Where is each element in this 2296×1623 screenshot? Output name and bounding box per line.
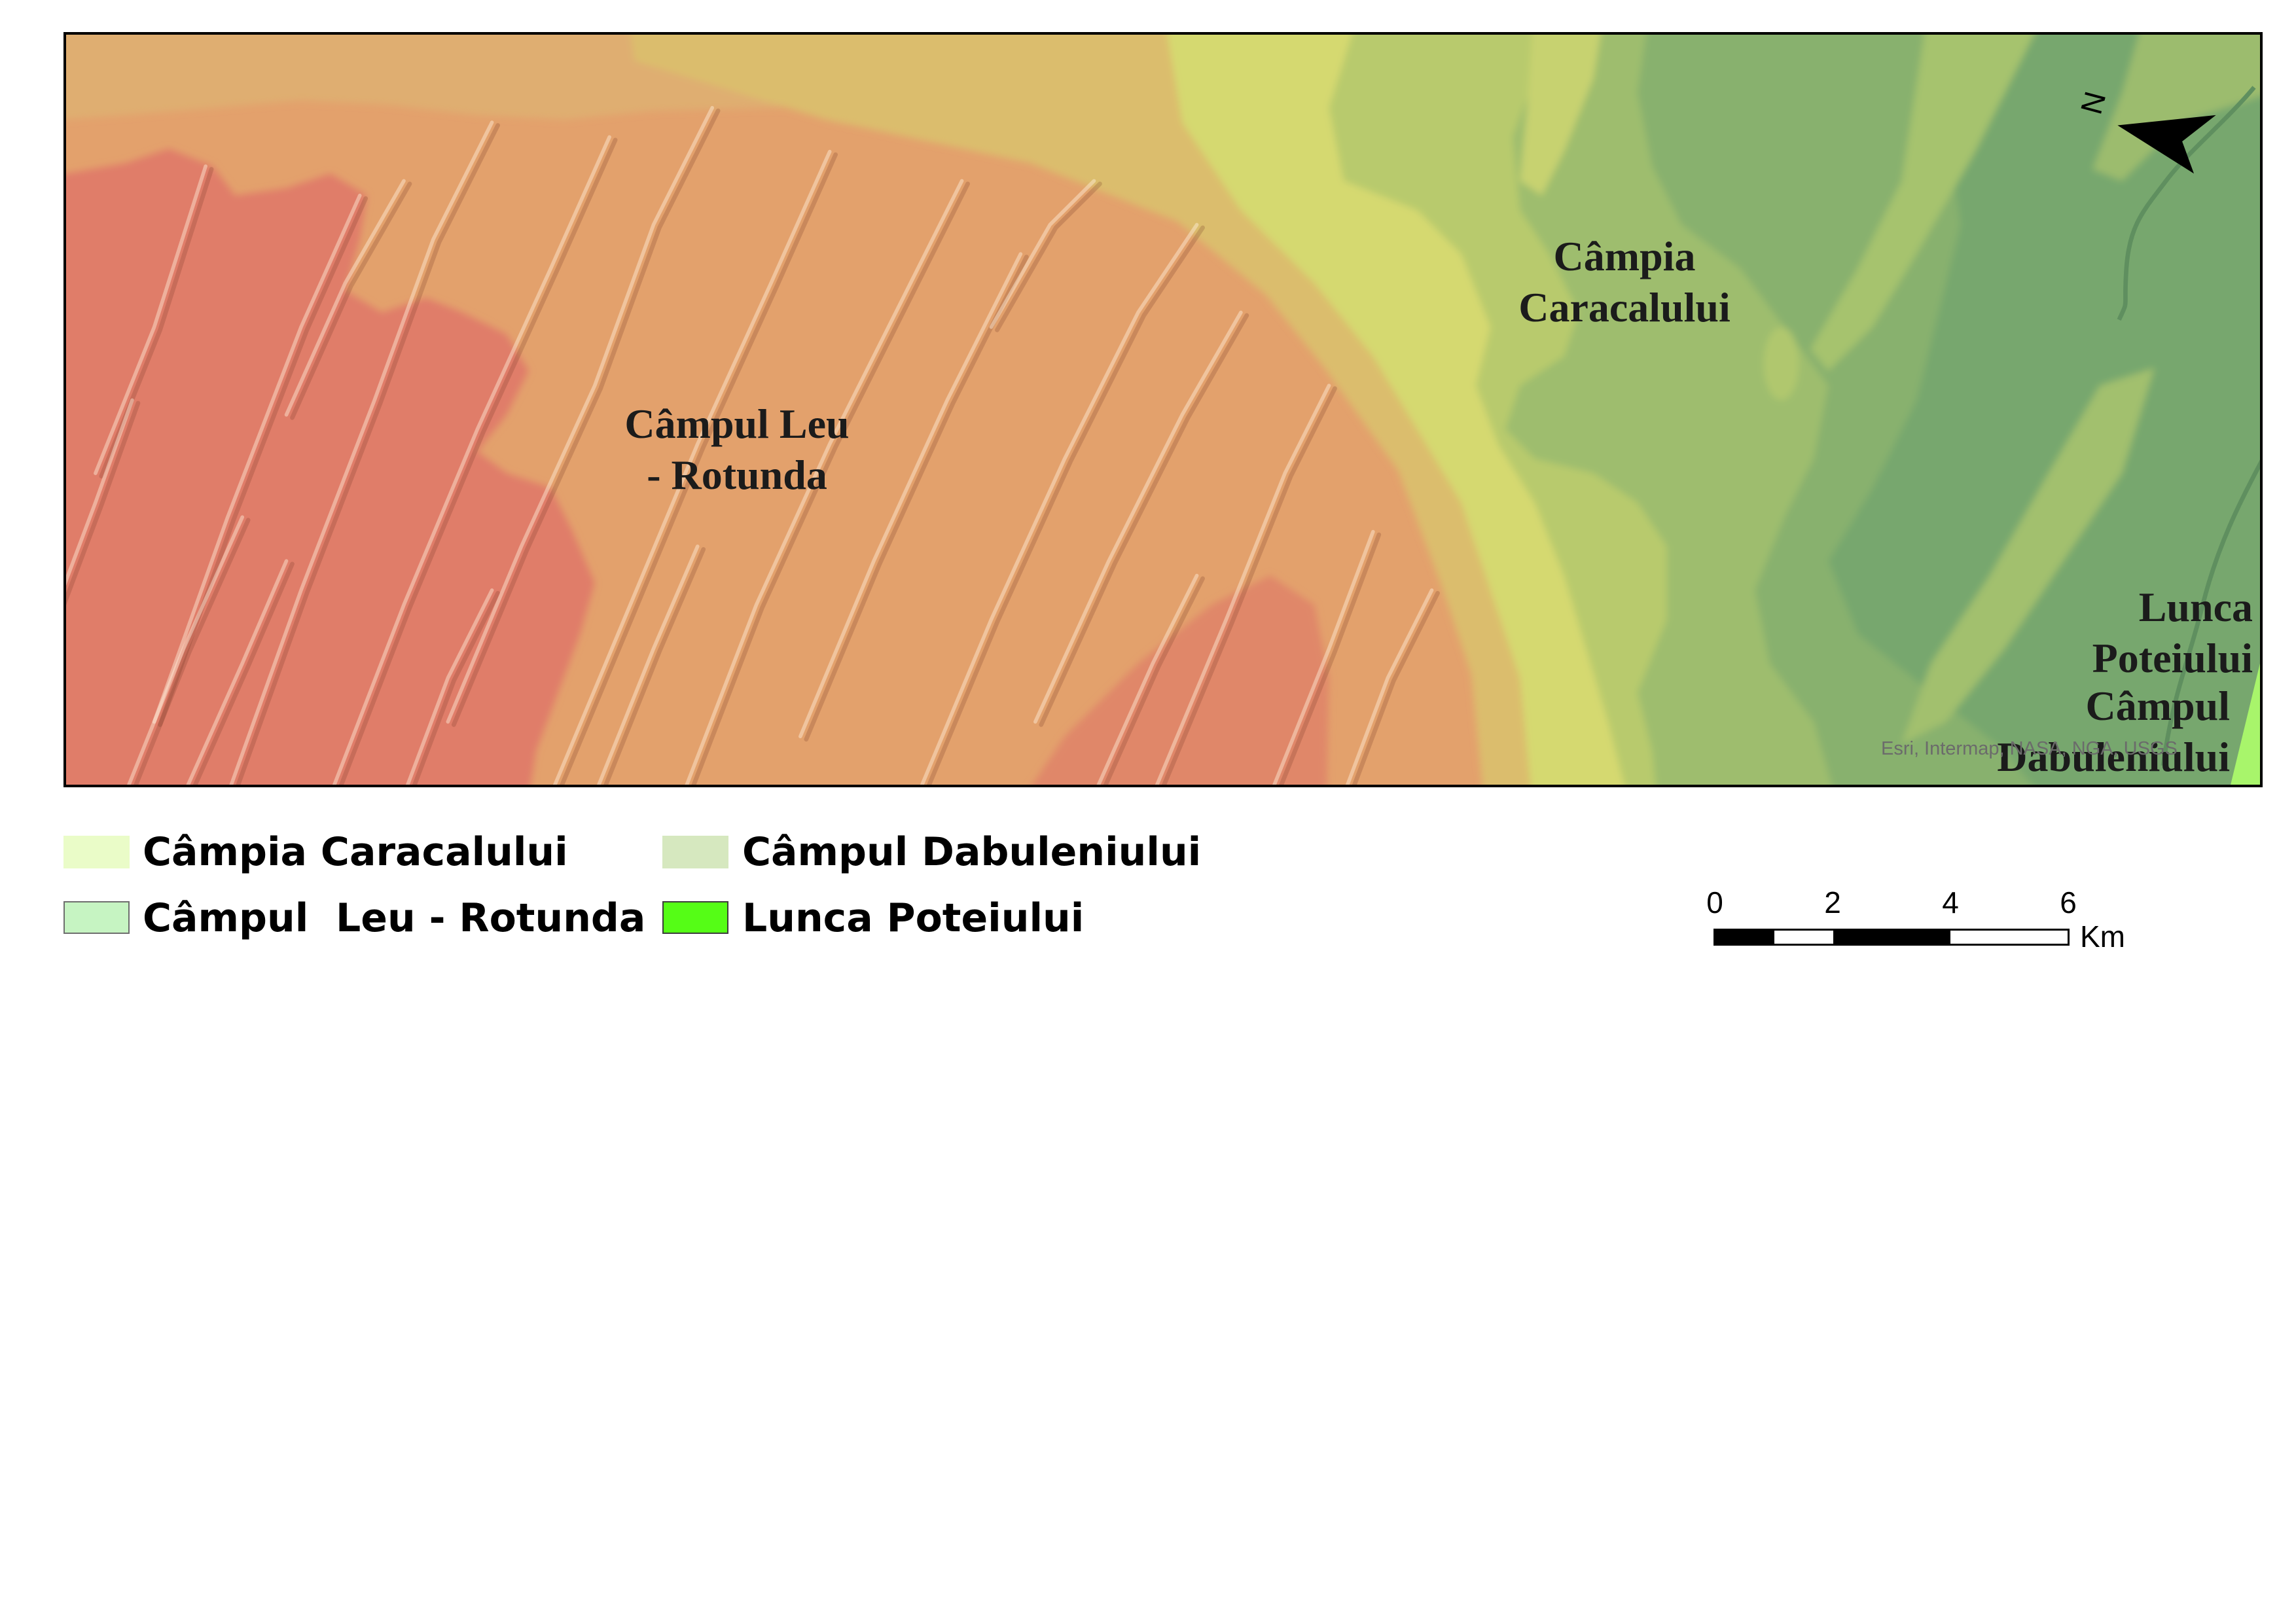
terrain-zones [66, 35, 2260, 785]
terrain-map [66, 35, 2260, 785]
river [2117, 86, 2256, 321]
legend-label-campul-leu-rotunda: Câmpul Leu - Rotunda [143, 895, 646, 941]
map-label-line: Lunca [2138, 584, 2253, 630]
terrain-stripe [1810, 35, 2034, 371]
map-label-line: Dabuleniului [1997, 734, 2230, 780]
map-label-line: - Rotunda [647, 452, 827, 498]
map-label-line: Câmpul Leu [624, 401, 850, 447]
legend-swatch-campia-caracalului [63, 836, 130, 868]
map-label-line: Câmpia [1553, 233, 1696, 279]
scale-bar [1713, 929, 2070, 946]
terrain-zone-dark-green [1828, 35, 2260, 785]
scale-bar-segment [1774, 931, 1833, 944]
map-frame: N Câmpia Caracalului Câmpul Leu - Rotund… [63, 32, 2263, 787]
scale-tick-label: 0 [1706, 885, 1723, 919]
scale-tick-label: 4 [1942, 885, 1959, 919]
map-label-campia-caracalului: Câmpia Caracalului [1428, 231, 1821, 333]
terrain-zone-red-central [1032, 575, 1329, 785]
river [2161, 459, 2260, 766]
map-label-line: Caracalului [1518, 284, 1731, 330]
terrain-zone-red-west [66, 149, 595, 785]
scale-bar-segment [1715, 931, 1774, 944]
legend-swatch-campul-dabuleniului [662, 836, 728, 868]
map-attribution: Esri, Intermap, NASA, NGA, USGS [1881, 738, 2178, 759]
scale-bar-segment [1833, 931, 1950, 944]
legend-label-campia-caracalului: Câmpia Caracalului [143, 829, 568, 875]
terrain-stripe [1520, 35, 1601, 196]
map-label-campul-leu-rotunda: Câmpul Leu - Rotunda [541, 399, 933, 501]
map-label-line: Câmpul [2085, 683, 2231, 729]
scale-tick-label: 2 [1824, 885, 1841, 919]
legend-label-campul-dabuleniului: Câmpul Dabuleniului [742, 829, 1202, 875]
terrain-stripe [1901, 368, 2155, 744]
terrain-stripe [2092, 35, 2260, 181]
map-label-campul-dabuleniului: Câmpul Dabuleniului [1903, 681, 2230, 783]
north-arrow-icon [2117, 115, 2216, 174]
scale-bar-segment [1950, 931, 2068, 944]
legend-swatch-lunca-poteiului [662, 901, 728, 934]
map-label-line: Poteiului [2092, 635, 2253, 681]
map-label-lunca-poteiului: Lunca Poteiului [1998, 582, 2253, 684]
legend-label-lunca-poteiului: Lunca Poteiului [742, 895, 1085, 941]
scale-tick-label: 6 [2060, 885, 2077, 919]
scale-unit: Km [2080, 919, 2125, 954]
terrain-zone-pale-yellow [1167, 35, 1624, 785]
legend-swatch-campul-leu-rotunda [63, 901, 130, 934]
terrain-patch [1763, 327, 1799, 401]
